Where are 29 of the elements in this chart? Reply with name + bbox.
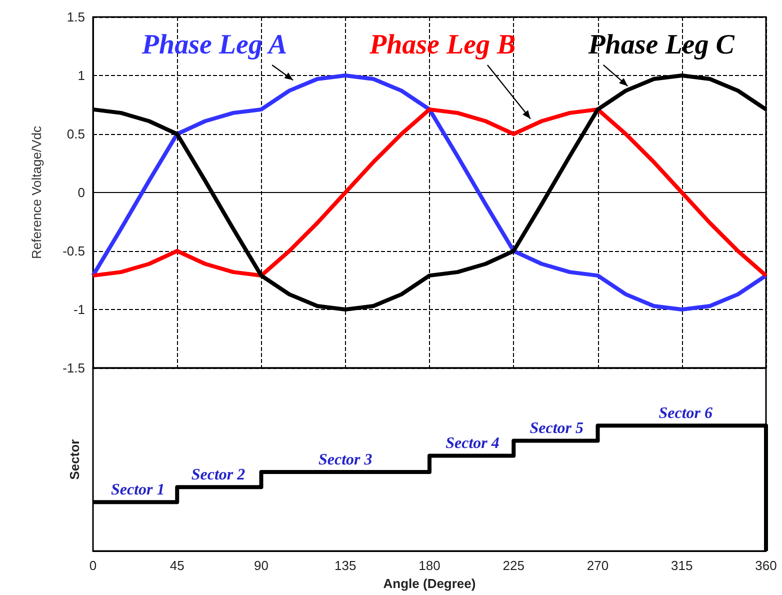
y-tick-label: 1 xyxy=(78,68,85,83)
x-tick-label: 315 xyxy=(671,558,693,573)
x-tick-label: 45 xyxy=(170,558,184,573)
annotation: Sector 1 xyxy=(110,482,165,499)
annotation: Sector 4 xyxy=(446,435,500,452)
y-tick-label: -1 xyxy=(73,302,85,317)
line-series xyxy=(91,107,768,278)
y-tick-label: 0.5 xyxy=(66,126,85,142)
y-tick-label: 0 xyxy=(78,185,85,200)
y-tick-label: 1.5 xyxy=(66,10,85,24)
x-tick-label: 270 xyxy=(586,558,609,573)
annotation: Sector 2 xyxy=(191,466,246,484)
text: Phase Leg B xyxy=(368,30,516,61)
x-tick-label: 180 xyxy=(418,558,440,573)
y-tick-label: -1.5 xyxy=(62,360,85,376)
y-axis-title: Reference Voltage/Vdc xyxy=(29,126,44,259)
series-label: Phase Leg C xyxy=(587,30,735,61)
annotation: Sector 6 xyxy=(658,405,713,422)
series-label: Phase Leg A xyxy=(140,30,288,61)
x-axis-title: Angle (Degree) xyxy=(383,576,476,591)
annotation: Sector 5 xyxy=(530,420,584,438)
x-tick-label: 360 xyxy=(755,558,777,573)
x-tick-label: 225 xyxy=(502,558,524,573)
y-axis-title: Sector xyxy=(67,439,82,480)
y-tick-label: -0.5 xyxy=(62,244,85,258)
annotation: Sector 3 xyxy=(318,452,372,469)
x-tick-label: 90 xyxy=(254,558,268,573)
x-tick-label: 0 xyxy=(89,558,97,573)
x-tick-label: 135 xyxy=(334,558,356,573)
